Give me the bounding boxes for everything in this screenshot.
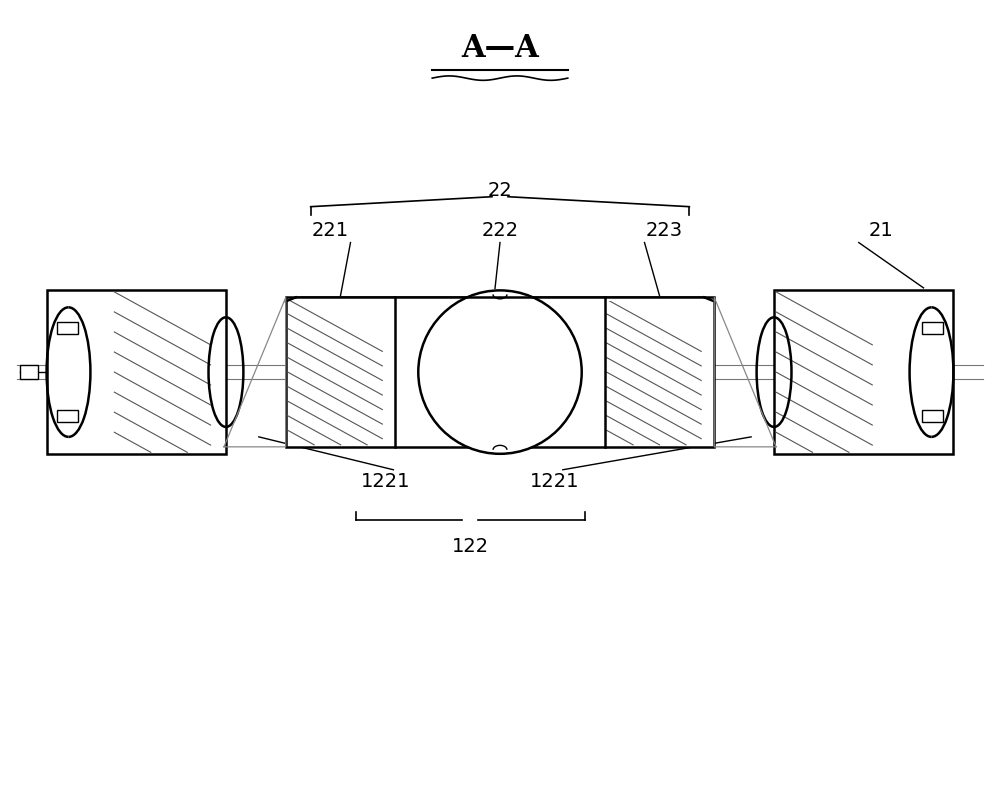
Circle shape [418, 290, 582, 454]
Text: 222: 222 [481, 221, 519, 240]
Bar [57, 410, 78, 422]
Bar [286, 298, 714, 447]
Bar [922, 410, 943, 422]
Bar [922, 322, 943, 334]
Bar [774, 290, 953, 454]
Text: 1221: 1221 [361, 472, 410, 491]
Text: 1221: 1221 [530, 472, 580, 491]
Bar [47, 290, 226, 454]
Text: 22: 22 [488, 181, 512, 200]
Text: A—A: A—A [461, 33, 539, 63]
Text: 21: 21 [868, 221, 893, 240]
Bar [20, 365, 38, 379]
Bar [57, 322, 78, 334]
Text: 223: 223 [646, 221, 683, 240]
Text: 221: 221 [312, 221, 349, 240]
Text: 122: 122 [452, 537, 489, 556]
Bar [296, 298, 704, 302]
